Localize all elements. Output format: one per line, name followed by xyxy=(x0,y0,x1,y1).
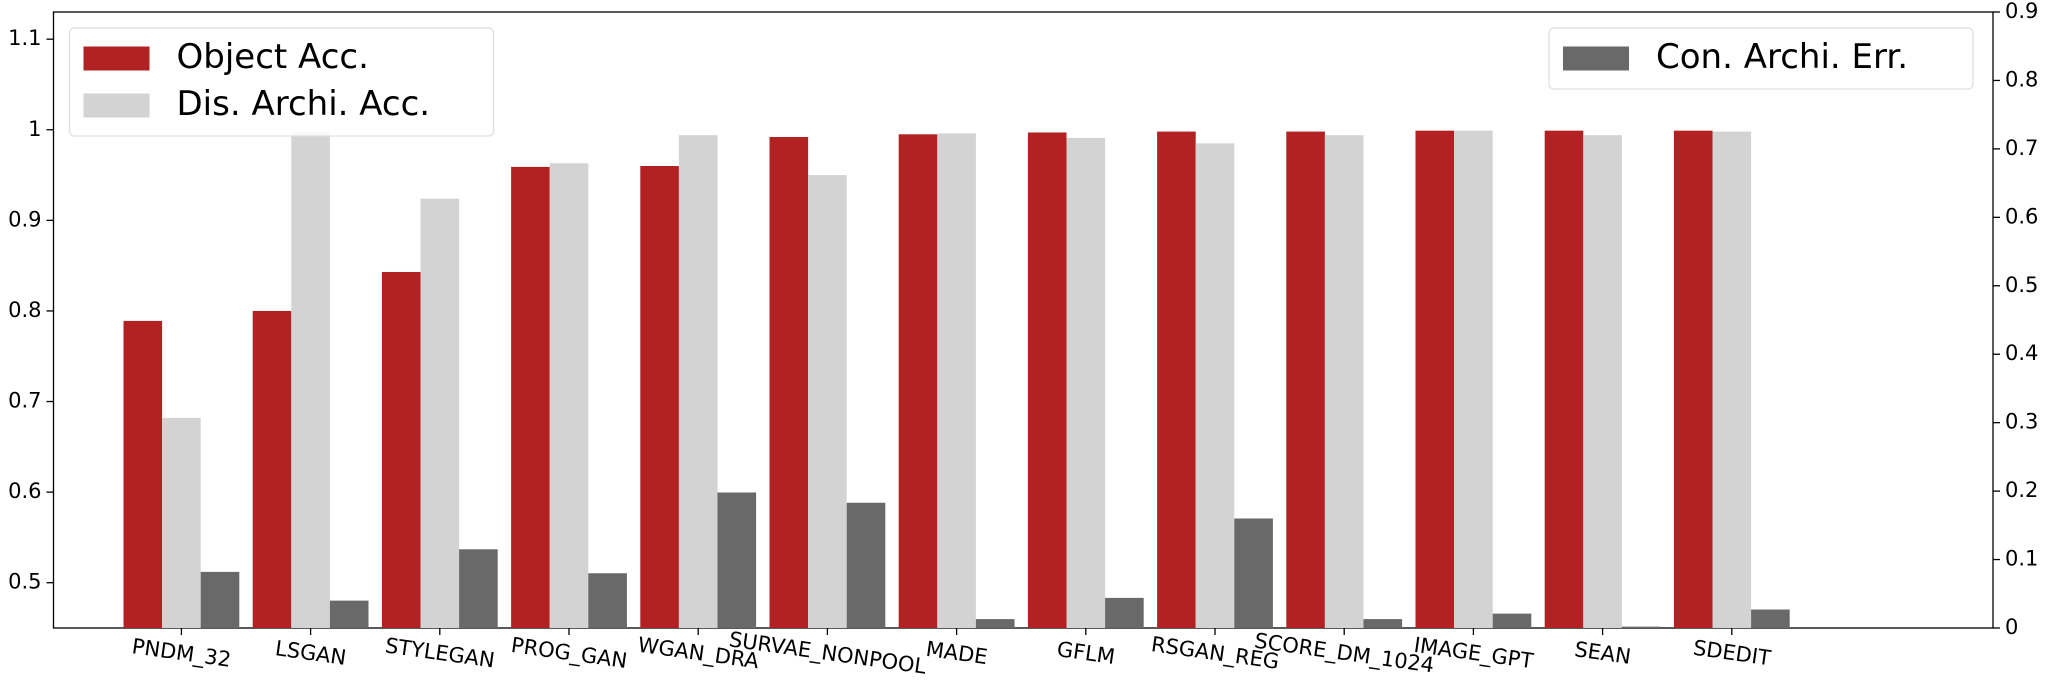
bar xyxy=(1492,613,1532,628)
y2-tick-label: 0.8 xyxy=(2005,67,2038,91)
bar xyxy=(1621,626,1661,628)
bar xyxy=(1105,597,1144,628)
legend-swatch xyxy=(83,46,150,71)
x-tick-label: SEAN xyxy=(1573,637,1632,669)
y-tick-label: 0.5 xyxy=(8,570,41,594)
y-tick-label: 0.6 xyxy=(8,479,41,503)
bar xyxy=(1157,131,1196,628)
legend-label: Dis. Archi. Acc. xyxy=(177,84,431,124)
bar xyxy=(1027,132,1067,628)
bar xyxy=(1751,609,1790,628)
bar xyxy=(975,619,1015,628)
x-tick-label: SCORE_DM_1024 xyxy=(1253,629,1436,679)
y-tick-label: 1.1 xyxy=(8,26,41,50)
bar xyxy=(381,271,421,628)
bar xyxy=(1286,131,1325,628)
x-tick-label: GFLM xyxy=(1055,637,1116,669)
bar xyxy=(846,502,886,628)
bar xyxy=(1195,143,1235,628)
bar xyxy=(1583,135,1622,628)
bar xyxy=(1673,130,1713,628)
y2-tick-label: 0.4 xyxy=(2005,341,2038,365)
x-tick-label: PROG_GAN xyxy=(509,633,628,674)
bar xyxy=(1415,130,1455,628)
legend-box xyxy=(68,27,495,137)
x-tick-label: SDEDIT xyxy=(1692,636,1773,671)
y-tick-label: 0.7 xyxy=(8,389,41,413)
legend-swatch xyxy=(1563,46,1629,71)
bar xyxy=(769,137,809,628)
bar xyxy=(420,198,460,629)
y2-tick-label: 0.2 xyxy=(2005,478,2038,502)
x-tick-label: SURVAE_NONPOOL xyxy=(727,627,928,679)
y2-tick-label: 0.5 xyxy=(2005,273,2038,297)
bar xyxy=(678,135,718,628)
y2-tick-label: 0.7 xyxy=(2005,136,2038,160)
y2-tick-label: 0.6 xyxy=(2005,204,2038,228)
bar xyxy=(252,310,292,628)
legend: Con. Archi. Err. xyxy=(1548,27,1974,90)
x-tick-label: PNDM_32 xyxy=(130,634,232,673)
bar xyxy=(1234,518,1273,628)
y2-tick-label: 0.9 xyxy=(2005,0,2038,23)
y2-tick-label: 0.1 xyxy=(2005,547,2038,571)
bar xyxy=(329,600,369,628)
legend-box xyxy=(1548,27,1974,90)
y-tick-label: 0.8 xyxy=(8,298,41,322)
legend: Object Acc. Dis. Archi. Acc. xyxy=(68,27,495,137)
bar xyxy=(1066,137,1106,628)
x-tick-label: STYLEGAN xyxy=(384,633,497,672)
y-tick-label: 0.9 xyxy=(8,207,41,231)
bar xyxy=(291,131,330,628)
bar xyxy=(588,573,627,628)
legend-swatch xyxy=(83,93,150,118)
bar xyxy=(1324,135,1364,628)
bar xyxy=(1712,131,1752,628)
bar xyxy=(1544,130,1584,628)
bar xyxy=(640,166,679,628)
legend-label: Con. Archi. Err. xyxy=(1656,37,1908,77)
bar xyxy=(808,175,847,628)
bar xyxy=(200,571,240,628)
y2-tick-label: 0.3 xyxy=(2005,410,2038,434)
bar xyxy=(549,163,589,628)
bar xyxy=(1363,619,1403,628)
bar xyxy=(123,320,163,628)
bar xyxy=(898,134,938,628)
bar xyxy=(937,133,976,628)
plot-frame xyxy=(52,11,1994,629)
y2-tick-label: 0 xyxy=(2005,615,2018,639)
bar xyxy=(717,492,757,628)
bar xyxy=(162,417,201,628)
x-tick-label: LSGAN xyxy=(274,636,348,670)
bar xyxy=(1454,130,1493,628)
bar xyxy=(511,166,550,628)
y-tick-label: 1 xyxy=(28,117,41,141)
legend-label: Object Acc. xyxy=(177,37,369,77)
bar xyxy=(459,549,498,628)
x-tick-label: MADE xyxy=(924,637,989,669)
